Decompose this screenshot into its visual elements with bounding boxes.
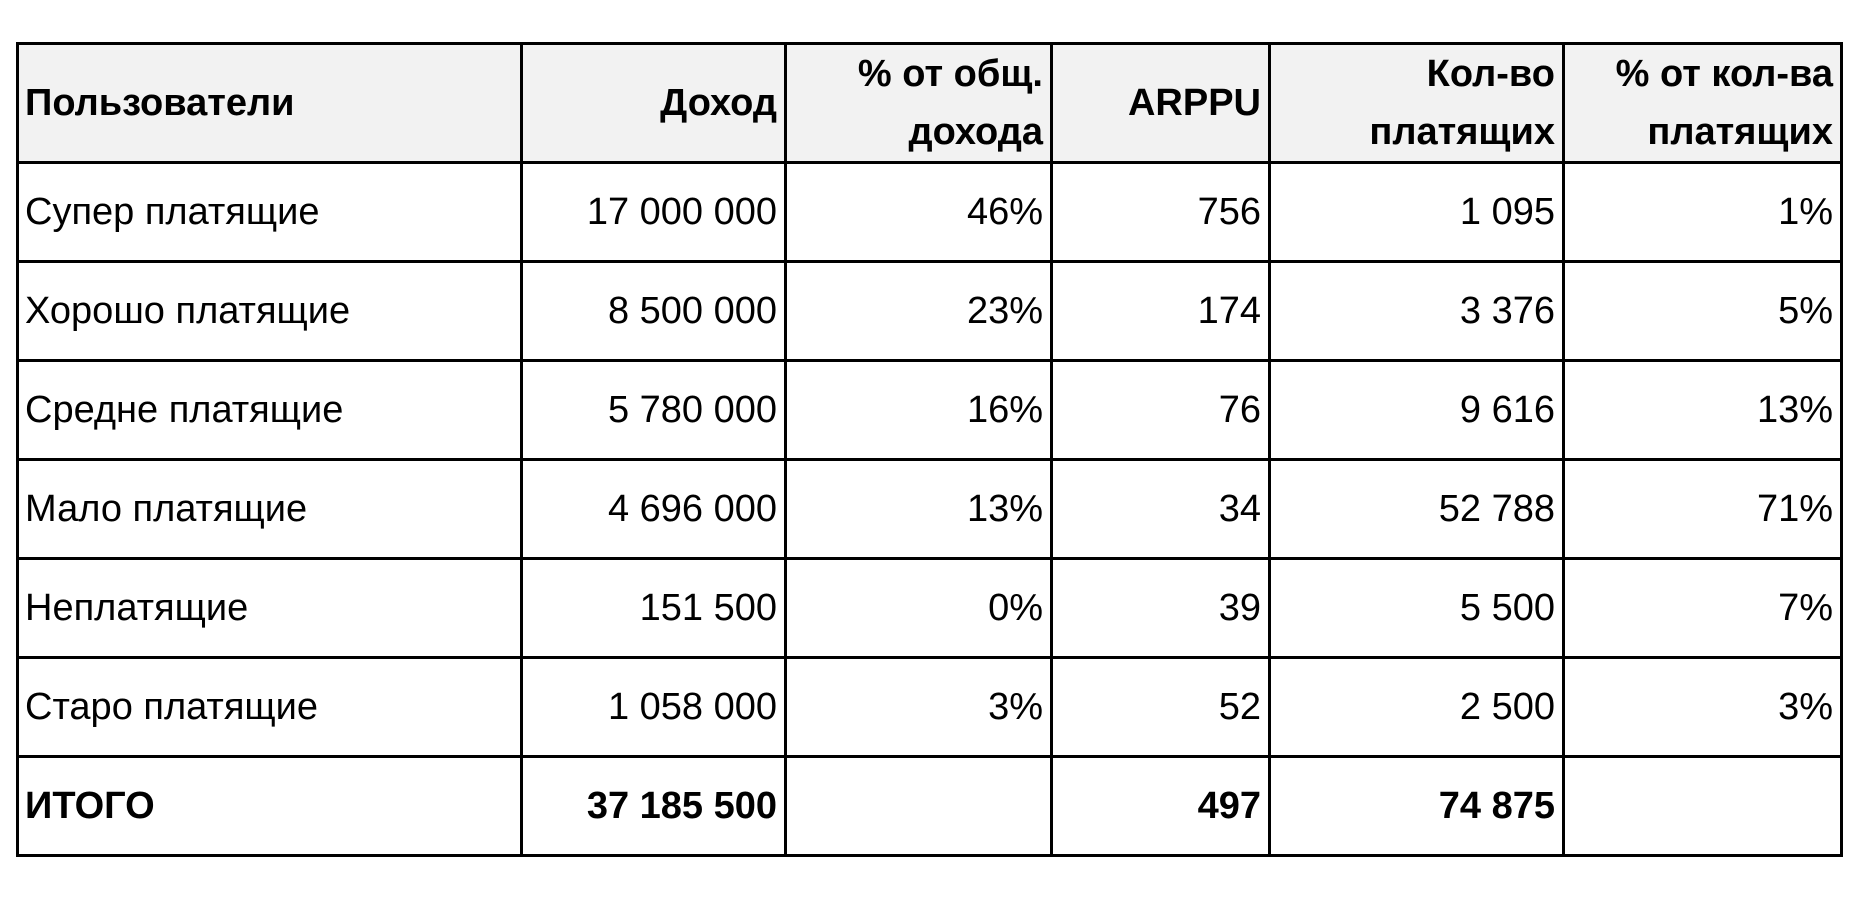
table-row: Средне платящие 5 780 000 16% 76 9 616 1… [16,359,1843,461]
total-payers-share [1562,755,1843,857]
header-payers-count-line-1: Кол-во [1426,53,1555,95]
header-payers-count-line-2: платящих [1369,111,1555,153]
cell-arppu: 39 [1050,557,1271,659]
total-row: ИТОГО 37 185 500 497 74 875 [16,755,1843,857]
header-payers-share: % от кол-ва платящих [1562,42,1843,164]
cell-revenue: 5 780 000 [520,359,787,461]
revenue-segments-table: Пользователи Доход % от общ. дохода ARPP… [16,42,1843,857]
header-payers-count: Кол-во платящих [1268,42,1565,164]
cell-revenue-share: 3% [784,656,1053,758]
cell-revenue-share: 46% [784,161,1053,263]
header-revenue-share: % от общ. дохода [784,42,1053,164]
cell-segment: Хорошо платящие [16,260,523,362]
header-arppu: ARPPU [1050,42,1271,164]
total-revenue: 37 185 500 [520,755,787,857]
cell-arppu: 34 [1050,458,1271,560]
header-revenue: Доход [520,42,787,164]
table-row: Хорошо платящие 8 500 000 23% 174 3 376 … [16,260,1843,362]
cell-payers-count: 2 500 [1268,656,1565,758]
cell-revenue-share: 23% [784,260,1053,362]
cell-payers-count: 1 095 [1268,161,1565,263]
cell-payers-share: 3% [1562,656,1843,758]
cell-payers-share: 13% [1562,359,1843,461]
header-payers-share-line-2: платящих [1647,111,1833,153]
cell-segment: Супер платящие [16,161,523,263]
cell-payers-share: 1% [1562,161,1843,263]
cell-arppu: 76 [1050,359,1271,461]
cell-arppu: 756 [1050,161,1271,263]
cell-payers-count: 52 788 [1268,458,1565,560]
header-arppu-label: ARPPU [1127,82,1261,124]
cell-payers-share: 71% [1562,458,1843,560]
total-arppu: 497 [1050,755,1271,857]
table-row: Мало платящие 4 696 000 13% 34 52 788 71… [16,458,1843,560]
table-row: Старо платящие 1 058 000 3% 52 2 500 3% [16,656,1843,758]
cell-segment: Старо платящие [16,656,523,758]
table-header: Пользователи Доход % от общ. дохода ARPP… [16,42,1843,164]
cell-revenue-share: 13% [784,458,1053,560]
header-revenue-share-line-1: % от общ. [857,53,1043,95]
header-revenue-label: Доход [660,82,777,124]
cell-payers-share: 7% [1562,557,1843,659]
header-row: Пользователи Доход % от общ. дохода ARPP… [16,42,1843,164]
cell-revenue: 4 696 000 [520,458,787,560]
cell-segment: Неплатящие [16,557,523,659]
cell-revenue: 1 058 000 [520,656,787,758]
cell-arppu: 174 [1050,260,1271,362]
total-payers-count: 74 875 [1268,755,1565,857]
cell-payers-count: 5 500 [1268,557,1565,659]
cell-segment: Мало платящие [16,458,523,560]
cell-revenue: 17 000 000 [520,161,787,263]
table-row: Неплатящие 151 500 0% 39 5 500 7% [16,557,1843,659]
cell-revenue-share: 16% [784,359,1053,461]
cell-payers-count: 9 616 [1268,359,1565,461]
total-label: ИТОГО [16,755,523,857]
revenue-segments-table-wrapper: Пользователи Доход % от общ. дохода ARPP… [16,42,1843,857]
cell-arppu: 52 [1050,656,1271,758]
header-payers-share-line-1: % от кол-ва [1615,53,1833,95]
cell-revenue-share: 0% [784,557,1053,659]
cell-revenue: 151 500 [520,557,787,659]
total-revenue-share [784,755,1053,857]
cell-payers-share: 5% [1562,260,1843,362]
cell-segment: Средне платящие [16,359,523,461]
cell-revenue: 8 500 000 [520,260,787,362]
cell-payers-count: 3 376 [1268,260,1565,362]
header-revenue-share-line-2: дохода [908,111,1043,153]
table-row: Супер платящие 17 000 000 46% 756 1 095 … [16,161,1843,263]
header-users-label: Пользователи [25,82,295,124]
header-users: Пользователи [16,42,523,164]
table-body: Супер платящие 17 000 000 46% 756 1 095 … [16,161,1843,857]
